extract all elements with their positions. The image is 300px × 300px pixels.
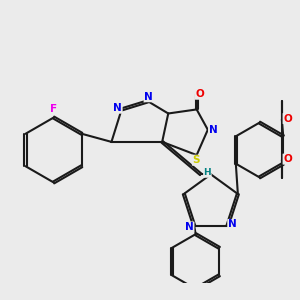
Text: N: N — [185, 222, 194, 232]
Text: N: N — [113, 103, 122, 113]
Text: N: N — [208, 125, 217, 135]
Text: O: O — [195, 89, 204, 99]
Text: O: O — [283, 154, 292, 164]
Text: N: N — [144, 92, 153, 102]
Text: F: F — [50, 104, 57, 114]
Text: O: O — [283, 113, 292, 124]
Text: H: H — [204, 168, 211, 177]
Text: N: N — [228, 219, 236, 230]
Text: S: S — [192, 155, 200, 165]
